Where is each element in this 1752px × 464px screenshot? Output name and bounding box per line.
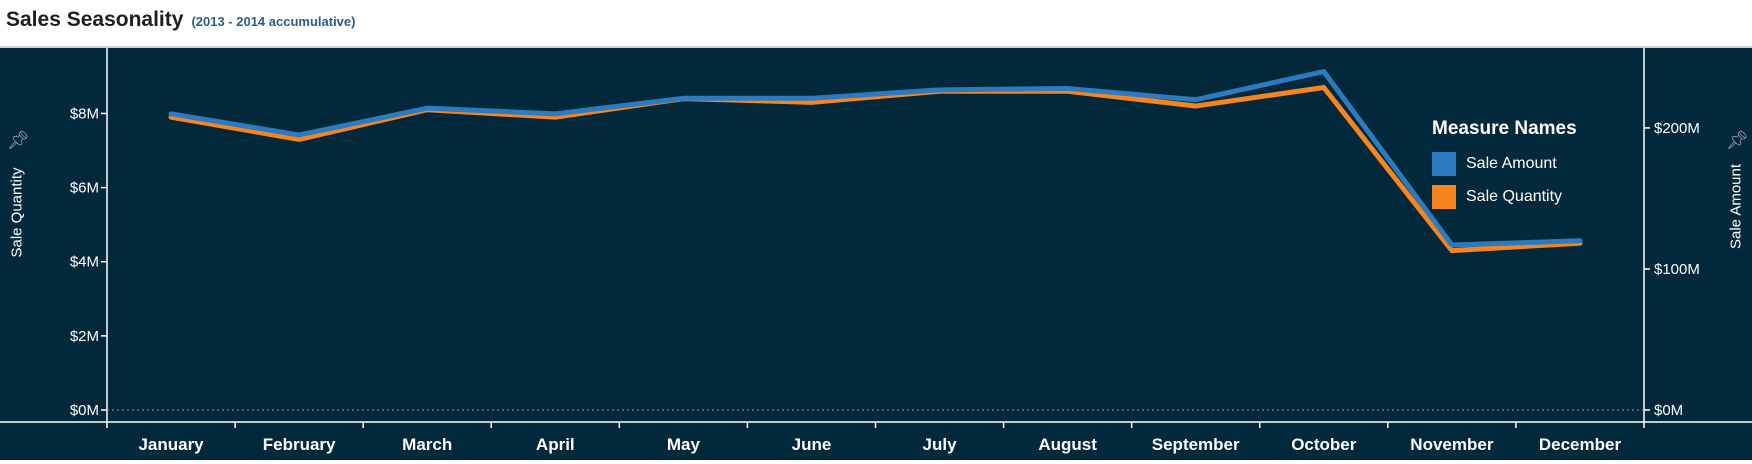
left-tick-label: $6M [70,180,99,197]
pin-icon-right[interactable]: 📌︎ [1726,130,1749,150]
data-point-sale-amount [1578,239,1582,243]
right-tick-label: $200M [1654,120,1700,137]
data-point-sale-quantity [1450,249,1454,253]
x-tick-label: April [536,435,575,454]
data-point-sale-quantity [297,137,301,141]
x-tick-label: February [263,435,336,454]
data-point-sale-amount [425,106,429,110]
series-line-sale-quantity [168,85,1583,254]
data-point-sale-amount [681,96,685,100]
x-tick-label: October [1291,435,1357,454]
data-point-sale-quantity [1194,104,1198,108]
data-point-sale-amount [938,88,942,92]
left-tick-label: $2M [70,328,99,345]
right-axis-title: Sale Amount [1727,163,1745,250]
legend-swatch-sale-quantity [1432,185,1456,209]
data-point-sale-amount [1322,70,1326,74]
chart-header: Sales Seasonality (2013 - 2014 accumulat… [6,8,355,38]
x-tick-label: March [402,435,452,454]
data-point-sale-quantity [1322,86,1326,90]
data-point-sale-quantity [809,100,813,104]
x-tick-label: January [138,435,204,454]
legend: Measure Names Sale Amount Sale Quantity [1432,118,1617,218]
legend-title: Measure Names [1432,118,1577,139]
page-title: Sales Seasonality [6,8,184,31]
left-axis-title: Sale Quantity [8,167,26,258]
left-tick-label: $0M [70,402,99,419]
left-tick-label: $8M [70,105,99,122]
x-tick-label: May [667,435,701,454]
x-tick-label: July [923,435,958,454]
pin-icon-left[interactable]: 📌︎ [7,130,30,150]
series-line-sale-amount [168,69,1583,248]
data-point-sale-amount [553,112,557,116]
legend-swatch-sale-amount [1432,152,1456,176]
x-tick-label: August [1038,435,1097,454]
legend-item-sale-amount[interactable]: Sale Amount [1432,152,1617,176]
legend-label-sale-amount: Sale Amount [1466,155,1557,172]
legend-item-sale-quantity[interactable]: Sale Quantity [1432,185,1617,209]
data-point-sale-amount [1066,86,1070,90]
left-tick-label: $4M [70,254,99,271]
data-point-sale-amount [809,96,813,100]
data-point-sale-amount [1450,243,1454,247]
data-point-sale-amount [297,133,301,137]
data-point-sale-quantity [553,115,557,119]
x-tick-label: November [1410,435,1494,454]
data-point-sale-amount [169,112,173,116]
right-tick-label: $0M [1654,402,1683,419]
right-tick-label: $100M [1654,261,1700,278]
line-chart: $0M $2M $4M $6M $8M $0M $100M $200M January Febru… [0,48,1752,454]
title-divider [0,46,1752,48]
page-subtitle: (2013 - 2014 accumulative) [191,14,356,29]
chart-panel: $0M $2M $4M $6M $8M $0M $100M $200M January Febru… [0,48,1752,460]
x-tick-label: June [792,435,832,454]
x-tick-label: December [1539,435,1622,454]
x-tick-label: September [1152,435,1240,454]
data-point-sale-amount [1194,98,1198,102]
legend-label-sale-quantity: Sale Quantity [1466,188,1563,205]
